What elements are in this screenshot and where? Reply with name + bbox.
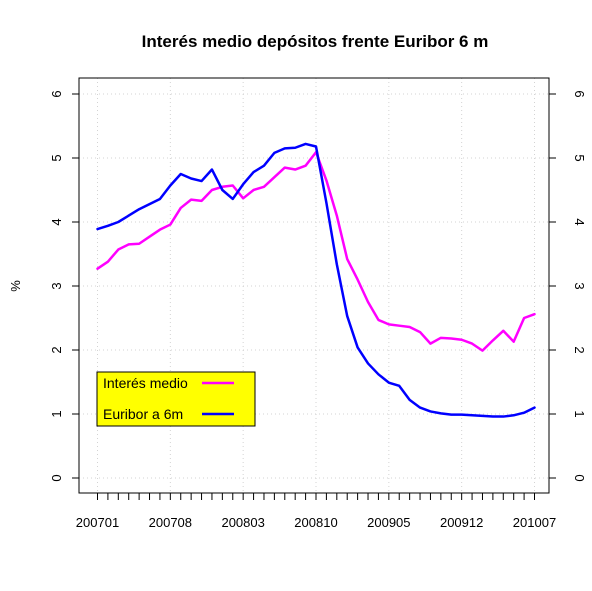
x-tick-label-5: 200912: [440, 515, 483, 530]
right-y-tick-label-4: 4: [572, 218, 587, 225]
chart-title: Interés medio depósitos frente Euribor 6…: [142, 32, 489, 51]
plot-frame: [78, 77, 550, 494]
left-y-tick-label-4: 4: [49, 218, 64, 225]
right-y-tick-label-0: 0: [572, 474, 587, 481]
legend-box: [96, 371, 256, 427]
right-y-tick-label-6: 6: [572, 90, 587, 97]
x-tick-label-6: 201007: [513, 515, 556, 530]
grid-lines: [79, 78, 549, 493]
y-axis-label: %: [8, 280, 23, 292]
right-y-tick-label-5: 5: [572, 154, 587, 161]
right-y-tick-label-3: 3: [572, 282, 587, 289]
right-y-tick-label-1: 1: [572, 410, 587, 417]
x-tick-label-1: 200708: [149, 515, 192, 530]
series-lines: [96, 142, 536, 418]
legend: Interés medio Euribor a 6m: [96, 371, 256, 427]
x-tick-label-0: 200701: [76, 515, 119, 530]
series-line-euribor-a-6m: [96, 142, 536, 418]
axes: 0 1 2 3 4 5 6 0 1 2 3 4 5 6 200701 200708 200803 200810 20…: [49, 77, 587, 530]
left-y-tick-label-6: 6: [49, 90, 64, 97]
x-tick-label-4: 200905: [367, 515, 410, 530]
left-y-tick-label-1: 1: [49, 410, 64, 417]
x-tick-label-2: 200803: [221, 515, 264, 530]
left-y-tick-label-2: 2: [49, 346, 64, 353]
legend-label-interes-medio: Interés medio: [103, 375, 188, 391]
right-y-tick-label-2: 2: [572, 346, 587, 353]
x-tick-label-3: 200810: [294, 515, 337, 530]
left-y-tick-label-0: 0: [49, 474, 64, 481]
legend-label-euribor-a-6m: Euribor a 6m: [103, 406, 183, 422]
left-y-tick-label-5: 5: [49, 154, 64, 161]
left-y-tick-label-3: 3: [49, 282, 64, 289]
